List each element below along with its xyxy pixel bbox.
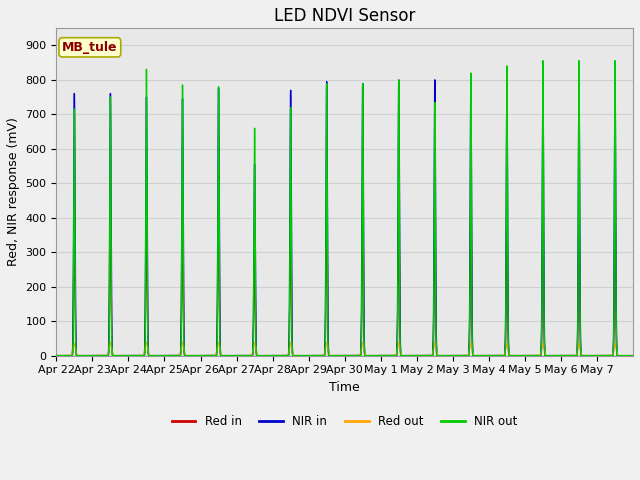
Title: LED NDVI Sensor: LED NDVI Sensor: [274, 7, 415, 25]
X-axis label: Time: Time: [330, 381, 360, 394]
Legend: Red in, NIR in, Red out, NIR out: Red in, NIR in, Red out, NIR out: [167, 411, 522, 433]
Text: MB_tule: MB_tule: [62, 41, 118, 54]
Y-axis label: Red, NIR response (mV): Red, NIR response (mV): [7, 117, 20, 266]
